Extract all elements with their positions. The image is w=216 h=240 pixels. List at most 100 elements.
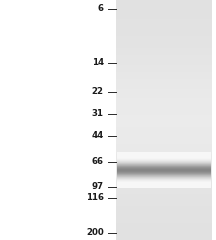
- Bar: [116, 110, 212, 113]
- Bar: [116, 202, 212, 204]
- Text: 97: 97: [92, 182, 104, 191]
- Bar: [116, 34, 212, 36]
- Bar: [116, 163, 212, 166]
- Bar: [116, 113, 212, 115]
- Bar: [116, 228, 212, 230]
- Bar: [116, 94, 212, 96]
- Bar: [116, 79, 212, 82]
- Bar: [116, 206, 212, 209]
- Bar: [116, 29, 212, 31]
- Bar: [116, 2, 212, 5]
- Bar: [116, 31, 212, 34]
- Bar: [116, 98, 212, 101]
- Bar: [116, 55, 212, 58]
- Bar: [116, 142, 212, 144]
- Bar: [116, 24, 212, 26]
- Bar: [116, 22, 212, 24]
- Bar: [116, 216, 212, 218]
- Bar: [116, 115, 212, 118]
- Bar: [116, 149, 212, 151]
- Bar: [116, 175, 212, 178]
- Bar: [116, 53, 212, 55]
- Bar: [116, 36, 212, 38]
- Bar: [116, 209, 212, 211]
- Text: 200: 200: [86, 228, 104, 237]
- Bar: [116, 86, 212, 89]
- Bar: [116, 10, 212, 12]
- Bar: [116, 211, 212, 214]
- Bar: [116, 168, 212, 170]
- Bar: [116, 173, 212, 175]
- Bar: [116, 125, 212, 127]
- Bar: [116, 161, 212, 163]
- Bar: [116, 127, 212, 130]
- Bar: [116, 154, 212, 156]
- Bar: [116, 182, 212, 185]
- Bar: [116, 26, 212, 29]
- Bar: [116, 65, 212, 67]
- Bar: [116, 19, 212, 22]
- Bar: [116, 84, 212, 86]
- Bar: [116, 158, 212, 161]
- Bar: [116, 58, 212, 60]
- Bar: [116, 151, 212, 154]
- Bar: [116, 132, 212, 134]
- Bar: [116, 204, 212, 206]
- Bar: [116, 146, 212, 149]
- Bar: [116, 185, 212, 187]
- Text: 66: 66: [92, 157, 104, 166]
- Bar: [116, 130, 212, 132]
- Bar: [116, 118, 212, 120]
- Text: 116: 116: [86, 193, 104, 203]
- Bar: [116, 106, 212, 108]
- Bar: [116, 50, 212, 53]
- Bar: [116, 190, 212, 192]
- Bar: [116, 192, 212, 194]
- Bar: [116, 223, 212, 226]
- Bar: [116, 230, 212, 233]
- Bar: [116, 89, 212, 91]
- Bar: [116, 197, 212, 199]
- Bar: [116, 178, 212, 180]
- Bar: [116, 48, 212, 50]
- Bar: [116, 41, 212, 43]
- Bar: [116, 199, 212, 202]
- Bar: [116, 139, 212, 142]
- Bar: [116, 60, 212, 62]
- Bar: [116, 120, 212, 122]
- Bar: [116, 180, 212, 182]
- Text: 31: 31: [92, 109, 104, 118]
- Bar: [116, 96, 212, 98]
- Bar: [116, 38, 212, 41]
- Bar: [116, 14, 212, 17]
- Bar: [116, 72, 212, 74]
- Bar: [116, 82, 212, 84]
- Bar: [116, 122, 212, 125]
- Bar: [116, 187, 212, 190]
- Bar: [116, 238, 212, 240]
- Bar: [116, 5, 212, 7]
- Bar: [116, 62, 212, 65]
- Text: 22: 22: [92, 87, 104, 96]
- Bar: [116, 46, 212, 48]
- Bar: [116, 144, 212, 146]
- Bar: [116, 12, 212, 14]
- Bar: [116, 0, 212, 2]
- Text: 6: 6: [98, 4, 104, 13]
- Bar: [116, 101, 212, 103]
- Bar: [116, 170, 212, 173]
- Bar: [116, 221, 212, 223]
- Bar: [116, 43, 212, 46]
- Bar: [116, 17, 212, 19]
- Text: 44: 44: [91, 132, 104, 140]
- Bar: [116, 137, 212, 139]
- Bar: [116, 70, 212, 72]
- Bar: [116, 156, 212, 158]
- Bar: [116, 67, 212, 70]
- Bar: [116, 233, 212, 235]
- Bar: [116, 134, 212, 137]
- Bar: [116, 218, 212, 221]
- Bar: [116, 103, 212, 106]
- Bar: [116, 74, 212, 77]
- Text: 14: 14: [92, 58, 104, 67]
